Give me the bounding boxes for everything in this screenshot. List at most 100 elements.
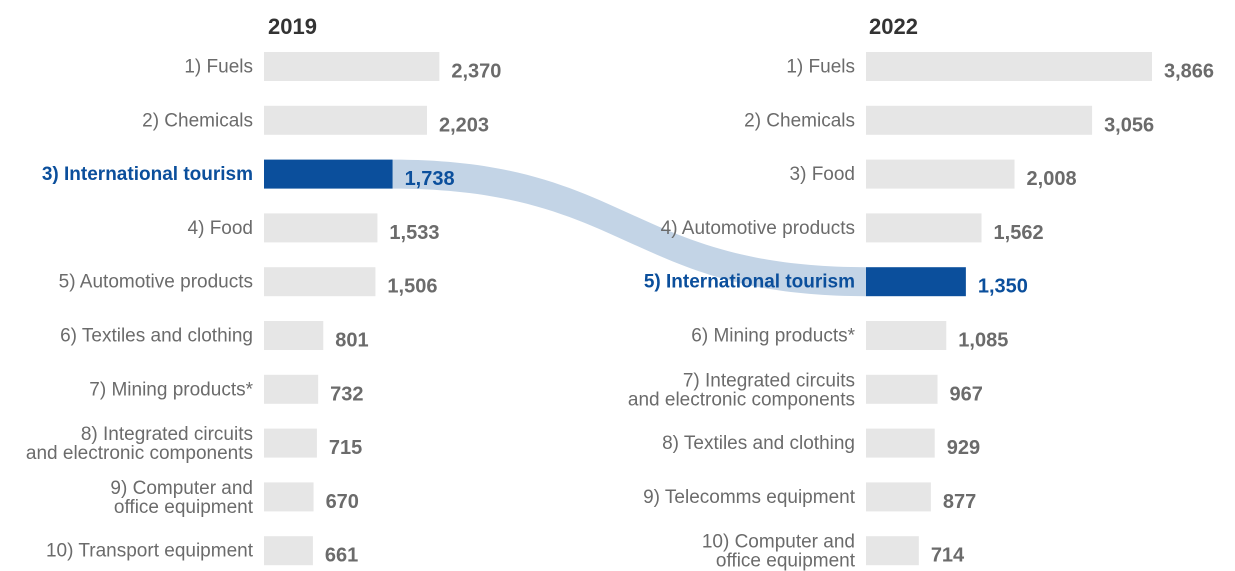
category-label: 10) Transport equipment — [46, 541, 254, 562]
category-label-line: office equipment — [114, 497, 254, 518]
chart-row: 6) Textiles and clothing 801 — [60, 321, 369, 352]
chart-row: 7) Mining products* 732 — [89, 374, 364, 405]
value-label: 1,506 — [387, 276, 437, 298]
value-label: 715 — [329, 437, 362, 459]
category-label: 8) Integrated circuits and electronic com… — [26, 424, 253, 464]
category-label: 1) Fuels — [786, 57, 855, 78]
category-label: 4) Food — [188, 218, 253, 239]
category-label: 3) International tourism — [42, 164, 253, 185]
value-label: 661 — [325, 545, 358, 567]
category-label-line: 3) International tourism — [42, 164, 253, 185]
category-label: 10) Computer and office equipment — [702, 532, 856, 571]
bar — [866, 105, 1093, 135]
bar — [264, 213, 378, 243]
category-label-line: 5) International tourism — [644, 272, 855, 293]
chart-row: 3) Food 2,008 — [790, 159, 1077, 190]
tourism-connector-band — [392, 159, 866, 297]
chart-row: 7) Integrated circuits and electronic com… — [628, 370, 983, 410]
bar — [866, 482, 931, 512]
value-label: 1,350 — [978, 276, 1028, 298]
category-label: 2) Chemicals — [142, 110, 253, 131]
chart-row: 2) Chemicals 3,056 — [744, 105, 1154, 136]
category-label-line: office equipment — [716, 551, 856, 571]
category-label-line: 2) Chemicals — [744, 110, 855, 131]
value-label: 1,533 — [389, 222, 439, 244]
bar — [264, 321, 324, 350]
value-label: 1,085 — [958, 330, 1008, 352]
bar — [264, 536, 313, 566]
chart-row: 9) Telecomms equipment 877 — [643, 482, 976, 513]
category-label-line: 9) Telecomms equipment — [643, 487, 856, 508]
category-label-line: 6) Mining products* — [691, 326, 855, 347]
category-label: 9) Telecomms equipment — [643, 487, 856, 508]
category-label: 5) Automotive products — [59, 272, 253, 293]
category-label: 3) Food — [790, 164, 855, 185]
value-label: 877 — [943, 491, 976, 513]
value-label: 929 — [947, 437, 980, 459]
chart-panels: 2019 1) Fuels 2,370 2) Chemicals 2,203 3) Int… — [26, 14, 1214, 571]
value-label: 1,562 — [994, 222, 1044, 244]
value-label: 670 — [326, 491, 359, 513]
chart-row: 5) International tourism 1,350 — [644, 267, 1028, 298]
value-label: 1,738 — [405, 168, 455, 190]
chart-row: 6) Mining products* 1,085 — [691, 321, 1008, 352]
chart-row: 10) Computer and office equipment 714 — [702, 532, 965, 571]
bar — [264, 428, 317, 458]
value-label: 732 — [330, 383, 363, 405]
category-label-line: 7) Mining products* — [89, 379, 253, 400]
category-label-line: 5) Automotive products — [59, 272, 253, 293]
category-label-line: 10) Transport equipment — [46, 541, 254, 562]
value-label: 3,866 — [1164, 61, 1214, 83]
category-label: 5) International tourism — [644, 272, 855, 293]
category-label-line: 8) Textiles and clothing — [662, 433, 855, 454]
category-label: 1) Fuels — [184, 57, 253, 78]
panel-year-title: 2022 — [869, 14, 918, 39]
category-label: 9) Computer and office equipment — [110, 478, 253, 518]
value-label: 714 — [931, 545, 965, 567]
highlight-bar — [264, 159, 393, 189]
category-label: 2) Chemicals — [744, 110, 855, 131]
bar — [264, 374, 319, 404]
value-label: 2,008 — [1027, 168, 1077, 190]
bar — [264, 105, 427, 135]
category-label-line: 4) Food — [188, 218, 253, 239]
chart-row: 4) Automotive products 1,562 — [661, 213, 1044, 244]
chart-row: 3) International tourism 1,738 — [42, 159, 455, 190]
category-label: 6) Mining products* — [691, 326, 855, 347]
category-label: 8) Textiles and clothing — [662, 433, 855, 454]
category-label: 6) Textiles and clothing — [60, 326, 253, 347]
bar — [866, 374, 938, 404]
category-label-line: and electronic components — [628, 389, 855, 410]
category-label-line: 1) Fuels — [184, 57, 253, 78]
category-label-line: 7) Integrated circuits — [683, 370, 855, 391]
category-label-line: 9) Computer and — [110, 478, 253, 499]
bar — [866, 213, 982, 243]
value-label: 801 — [335, 330, 368, 352]
chart-row: 1) Fuels 3,866 — [786, 52, 1214, 83]
category-label: 4) Automotive products — [661, 218, 855, 239]
bar — [264, 482, 314, 512]
category-label: 7) Integrated circuits and electronic com… — [628, 370, 855, 410]
panel-2022: 2022 1) Fuels 3,866 2) Chemicals 3,056 3) Foo… — [628, 14, 1214, 571]
category-label-line: 2) Chemicals — [142, 110, 253, 131]
chart-row: 4) Food 1,533 — [188, 213, 439, 244]
chart-row: 10) Transport equipment 661 — [46, 536, 358, 567]
value-label: 2,203 — [439, 114, 489, 136]
bar — [264, 52, 440, 81]
chart-row: 5) Automotive products 1,506 — [59, 267, 437, 298]
panel-year-title: 2019 — [268, 14, 317, 39]
category-label-line: 8) Integrated circuits — [81, 424, 253, 445]
bar — [866, 52, 1152, 81]
chart-row: 2) Chemicals 2,203 — [142, 105, 489, 136]
value-label: 2,370 — [451, 61, 501, 83]
bar — [866, 536, 919, 566]
category-label-line: 4) Automotive products — [661, 218, 855, 239]
value-label: 3,056 — [1104, 114, 1154, 136]
highlight-bar — [866, 267, 966, 297]
category-label-line: and electronic components — [26, 443, 253, 464]
panel-2019: 2019 1) Fuels 2,370 2) Chemicals 2,203 3) Int… — [26, 14, 501, 567]
category-label-line: 1) Fuels — [786, 57, 855, 78]
value-label: 967 — [950, 383, 983, 405]
category-label-line: 3) Food — [790, 164, 855, 185]
